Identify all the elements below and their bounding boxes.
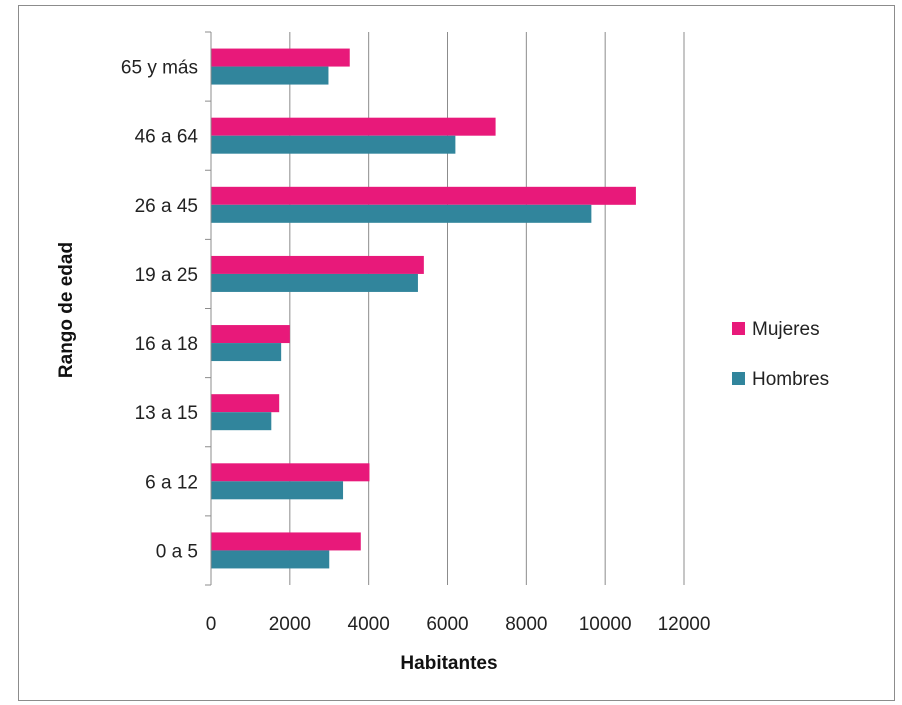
y-tick-label-1: 6 a 12: [145, 472, 198, 493]
y-tick-label-2: 13 a 15: [135, 403, 198, 424]
tick-labels: 0 2000 4000 6000 8000 10000 12000 0 a 5 6 a 12 13…: [121, 58, 711, 635]
bar-mujeres-5: [211, 186, 636, 205]
bar-hombres-2: [211, 412, 272, 431]
legend-swatch-hombres: [732, 372, 745, 385]
x-tick-label-1: 2000: [269, 614, 311, 635]
y-tick-label-7: 65 y más: [121, 58, 198, 79]
bar-hombres-0: [211, 550, 330, 569]
bars: [211, 48, 636, 569]
bar-hombres-1: [211, 481, 344, 500]
bar-hombres-6: [211, 135, 456, 154]
bar-mujeres-0: [211, 532, 361, 551]
grid-lines: [289, 32, 685, 585]
bar-mujeres-4: [211, 255, 424, 274]
bar-hombres-5: [211, 204, 592, 223]
legend-label-hombres: Hombres: [752, 369, 829, 390]
y-tick-label-0: 0 a 5: [156, 541, 198, 562]
legend-swatch-mujeres: [732, 322, 745, 335]
legend-label-mujeres: Mujeres: [752, 319, 820, 340]
bar-mujeres-1: [211, 463, 370, 482]
y-tick-label-3: 16 a 18: [135, 334, 198, 355]
y-tick-label-4: 19 a 25: [135, 265, 198, 286]
y-axis-title: Rango de edad: [56, 242, 77, 378]
y-tick-label-5: 26 a 45: [135, 196, 198, 217]
bar-mujeres-3: [211, 325, 290, 344]
bar-hombres-3: [211, 343, 282, 362]
bar-mujeres-7: [211, 48, 350, 67]
x-axis-title: Habitantes: [400, 653, 497, 674]
x-tick-label-4: 8000: [505, 614, 547, 635]
x-tick-label-0: 0: [206, 614, 217, 635]
bar-mujeres-2: [211, 394, 280, 413]
bar-mujeres-6: [211, 117, 496, 136]
y-tick-label-6: 46 a 64: [135, 127, 199, 148]
bar-hombres-4: [211, 273, 418, 292]
x-tick-label-2: 4000: [348, 614, 390, 635]
x-tick-label-3: 6000: [426, 614, 468, 635]
axes: [205, 31, 212, 586]
x-tick-label-5: 10000: [579, 614, 632, 635]
chart-frame: [18, 5, 895, 701]
bar-hombres-7: [211, 66, 329, 85]
x-tick-label-6: 12000: [658, 614, 711, 635]
legend: Mujeres Hombres: [732, 319, 829, 390]
